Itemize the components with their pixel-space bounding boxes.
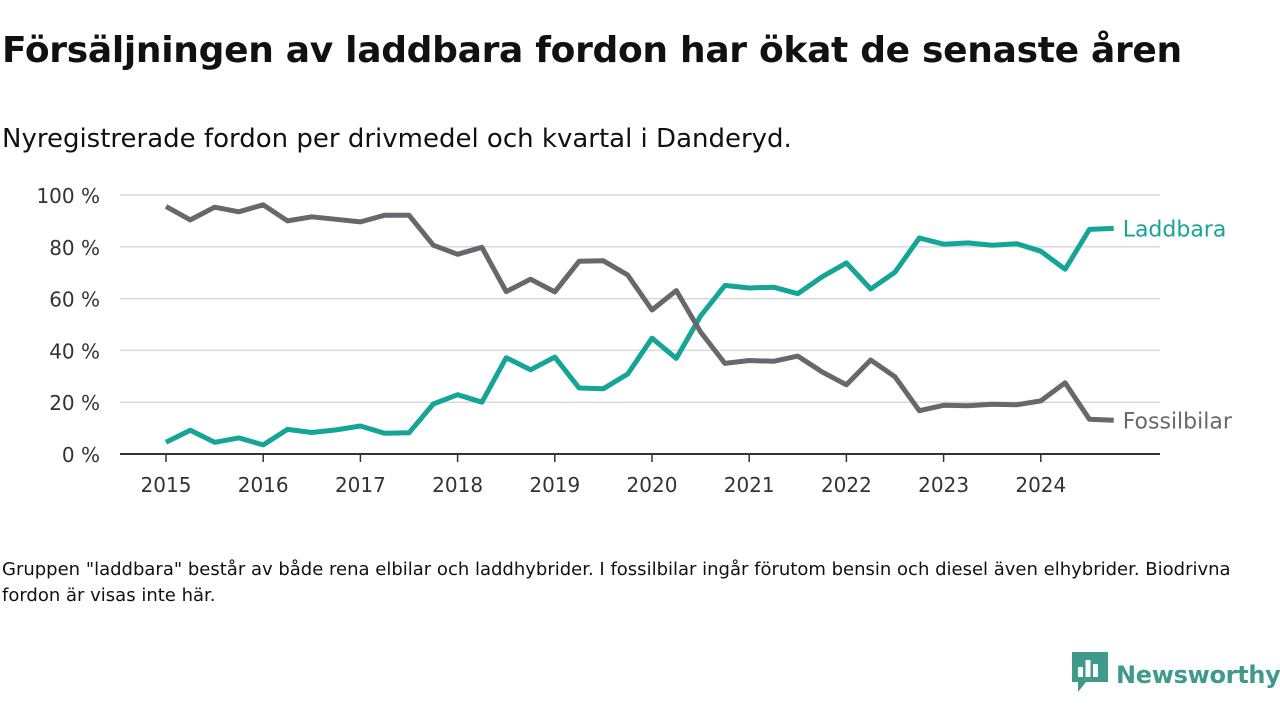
x-tick-label: 2018: [432, 473, 483, 497]
series-label-laddbara: Laddbara: [1123, 217, 1227, 242]
y-tick-label: 20 %: [49, 391, 100, 415]
series-end-labels: Laddbara Fossilbilar: [1123, 217, 1233, 434]
series-lines: [164, 202, 1114, 448]
x-tick-label: 2023: [918, 473, 969, 497]
y-tick-label: 60 %: [49, 288, 100, 312]
y-axis-ticks: 0 % 20 % 40 % 60 % 80 % 100 %: [36, 184, 100, 467]
y-tick-label: 0 %: [62, 443, 100, 467]
y-tick-label: 80 %: [49, 236, 100, 260]
series-line-fossilbilar: [164, 202, 1114, 423]
line-chart: 0 %20 %40 %60 %80 %100 % 2015 2016 2017 201…: [36, 184, 1233, 497]
x-tick-label: 2016: [238, 473, 289, 497]
series-line-laddbara: [164, 225, 1114, 448]
footnote: Gruppen "laddbara" består av både rena e…: [2, 559, 1231, 606]
x-tick-label: 2015: [141, 473, 192, 497]
chart-logo-icon: [1072, 652, 1108, 698]
brand-name: Newsworthy: [1116, 661, 1280, 689]
brand-logo: Newsworthy: [1072, 652, 1280, 698]
x-tick-label: 2024: [1015, 473, 1066, 497]
x-tick-label: 2022: [821, 473, 872, 497]
gridlines: [120, 194, 1160, 403]
x-tick-label: 2019: [529, 473, 580, 497]
y-tick-label: 40 %: [49, 339, 100, 363]
x-axis-ticks: 2015 2016 2017 2018 2019 2020 2021 2022 2023 2024: [141, 454, 1066, 497]
series-label-fossilbilar: Fossilbilar: [1123, 409, 1233, 434]
x-tick-label: 2021: [724, 473, 775, 497]
x-tick-label: 2017: [335, 473, 386, 497]
x-tick-label: 2020: [627, 473, 678, 497]
y-tick-label: 100 %: [36, 184, 100, 208]
chart-subtitle: Nyregistrerade fordon per drivmedel och …: [2, 124, 792, 154]
chart-title: Försäljningen av laddbara fordon har öka…: [2, 30, 1182, 71]
